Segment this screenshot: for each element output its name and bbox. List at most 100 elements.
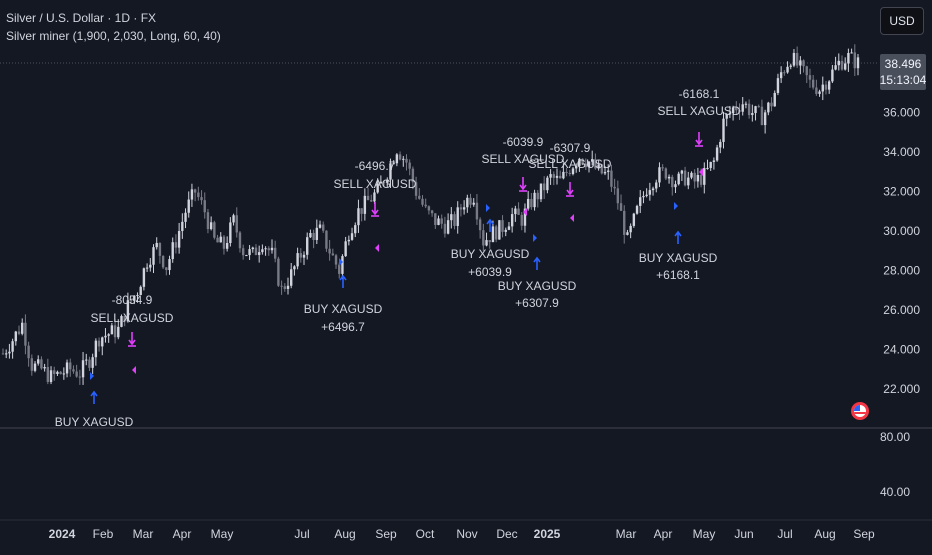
candle-body: [690, 172, 693, 178]
time-tick-label: May: [693, 527, 716, 541]
candle-body: [747, 103, 751, 116]
candle-body: [757, 106, 760, 108]
candle-body: [635, 205, 639, 214]
candle-body: [683, 170, 687, 186]
chart-legend: Silver / U.S. Dollar · 1D · FX Silver mi…: [6, 9, 221, 45]
candle-body: [104, 335, 107, 338]
candle-body: [331, 253, 335, 256]
candle-body: [283, 286, 286, 289]
candle-body: [776, 78, 780, 93]
price-tick-label: 32.000: [883, 185, 920, 199]
candle-body: [453, 214, 456, 226]
candle-body: [56, 371, 59, 375]
signal-profit-value: +6496.7: [321, 320, 365, 334]
candle-body: [357, 208, 360, 226]
candle-body: [754, 106, 757, 114]
price-tick-label: 24.000: [883, 343, 920, 357]
candle-body: [792, 52, 796, 66]
currency-button[interactable]: USD: [880, 7, 924, 35]
candle-body: [309, 232, 312, 238]
candle-body: [21, 322, 24, 334]
signal-profit-value: -6039.9: [503, 135, 544, 149]
sell-arrow-head-icon: [371, 209, 379, 216]
buy-arrow-head-icon: [90, 390, 98, 397]
candle-body: [568, 172, 571, 175]
candle-body: [581, 158, 584, 164]
candle-body: [856, 57, 860, 69]
time-tick-label: Dec: [496, 527, 517, 541]
candle-body: [280, 285, 283, 287]
entry-marker-icon: [674, 202, 678, 210]
signal-label: SELL XAGUSD: [482, 152, 565, 166]
candle-body: [485, 240, 488, 246]
candle-body: [853, 52, 856, 69]
candle-body: [530, 198, 533, 208]
candle-body: [315, 227, 319, 241]
candle-body: [168, 259, 171, 271]
candle-body: [200, 197, 203, 201]
price-axis[interactable]: 36.000 34.000 32.000 30.000 28.000 26.000 24.0…: [883, 106, 920, 397]
candle-body: [213, 222, 216, 238]
time-tick-label: Jun: [734, 527, 753, 541]
candle-body: [392, 163, 395, 165]
candle-body: [475, 202, 479, 220]
sell-arrow-head-icon: [566, 189, 574, 196]
candle-body: [533, 192, 536, 208]
candle-body: [549, 174, 552, 178]
candle-body: [43, 367, 46, 369]
sell-arrow-head-icon: [519, 184, 527, 191]
candle-body: [719, 141, 722, 148]
candle-body: [46, 367, 50, 382]
candle-body: [597, 164, 600, 169]
candle-body: [587, 161, 591, 168]
candle-body: [293, 266, 296, 270]
candle-body: [312, 232, 315, 241]
candle-body: [232, 215, 235, 223]
candle-body: [773, 92, 776, 107]
candle-body: [507, 226, 511, 230]
candle-body: [24, 322, 27, 346]
signal-profit-value: +6307.9: [515, 296, 559, 310]
candle-body: [591, 159, 594, 162]
candle-body: [203, 200, 206, 213]
candle-body: [607, 170, 610, 172]
us-flag-icon[interactable]: [851, 402, 869, 420]
time-tick-label: Feb: [93, 527, 114, 541]
candle-body: [193, 189, 197, 193]
signal-profit-value: -8054.9: [112, 293, 153, 307]
candle-body: [504, 229, 507, 232]
time-tick-label: 2024: [49, 527, 76, 541]
candle-body: [610, 170, 613, 187]
candle-body: [113, 325, 117, 338]
candle-body: [831, 69, 834, 82]
signal-label: BUY XAGUSD: [498, 279, 577, 293]
candle-body: [354, 225, 357, 234]
candle-body: [827, 81, 831, 90]
candle-body: [184, 212, 187, 222]
candle-body: [655, 182, 658, 189]
oscillator-axis[interactable]: 80.00 40.00: [880, 430, 910, 499]
candle-body: [81, 360, 85, 378]
time-axis[interactable]: 2024 Feb Mar Apr May Jul Aug Sep Oct Nov Dec 2025 Ma…: [49, 527, 875, 541]
symbol-title[interactable]: Silver / U.S. Dollar · 1D · FX: [6, 11, 157, 25]
exit-marker-icon: [699, 168, 703, 176]
candle-body: [229, 222, 232, 243]
signal-label: SELL XAGUSD: [91, 311, 174, 325]
candle-body: [811, 79, 815, 88]
candle-body: [562, 171, 565, 179]
candle-body: [494, 226, 498, 240]
candle-body: [123, 315, 126, 322]
candle-body: [517, 208, 520, 215]
buy-arrow-head-icon: [674, 230, 682, 237]
indicator-title[interactable]: Silver miner (1,900, 2,030, Long, 60, 40…: [6, 29, 221, 43]
candle-body: [482, 230, 485, 246]
candle-body: [59, 371, 62, 375]
candle-body: [264, 248, 267, 250]
candle-body: [709, 161, 712, 168]
bar-countdown: 15:13:04: [879, 73, 927, 87]
candle-body: [277, 258, 280, 286]
candle-body: [571, 168, 575, 175]
candle-body: [626, 232, 629, 235]
